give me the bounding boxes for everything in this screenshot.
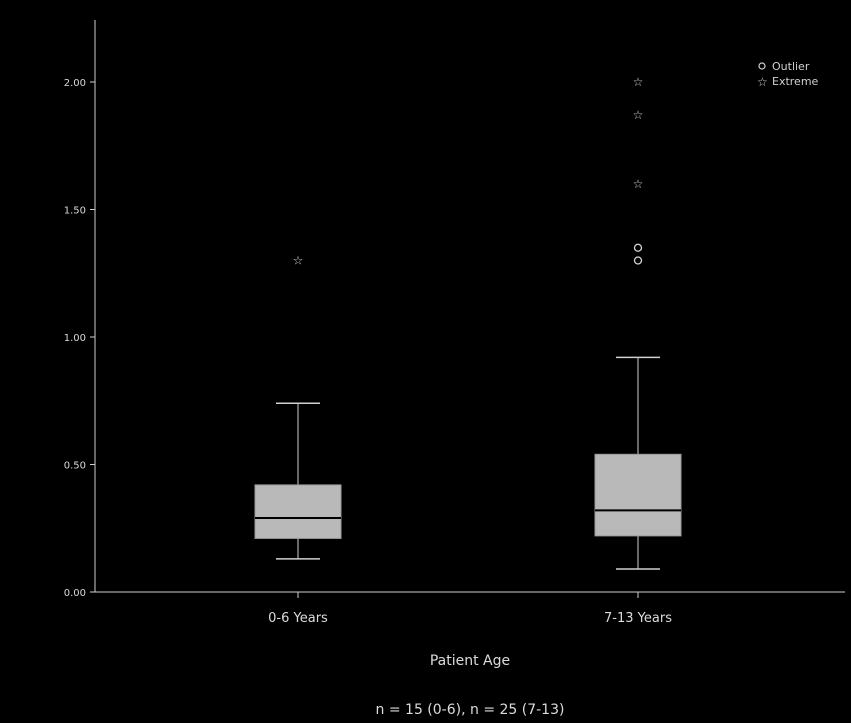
x-tick-label: 0-6 Years <box>268 611 328 626</box>
outlier-point <box>633 256 643 265</box>
y-tick-label: 0.00 <box>64 588 86 599</box>
x-ticks: 0-6 Years 7-13 Years <box>268 592 672 626</box>
x-tick-label: 7-13 Years <box>604 611 672 626</box>
legend-outlier-label: Outlier <box>772 60 810 73</box>
box-group: ☆ <box>254 254 342 560</box>
extreme-point: ☆ <box>293 254 304 268</box>
outlier-point <box>633 243 643 252</box>
legend-extreme-symbol: ☆ <box>757 75 768 89</box>
extreme-point: ☆ <box>633 177 644 191</box>
boxes: ☆ ☆ ☆ ☆ <box>254 75 682 570</box>
extreme-point: ☆ <box>633 75 644 89</box>
y-tick-label: 2.00 <box>64 78 86 89</box>
axes <box>94 20 845 593</box>
legend-extreme-label: Extreme <box>772 75 819 88</box>
y-tick-label: 1.50 <box>64 206 86 217</box>
y-tick-label: 0.50 <box>64 461 86 472</box>
x-axis-title: Patient Age <box>430 653 510 669</box>
iqr-box <box>594 453 682 537</box>
legend: Outlier ☆ Extreme <box>757 60 819 89</box>
sample-size-footnote: n = 15 (0-6), n = 25 (7-13) <box>376 702 565 718</box>
y-ticks: 0.00 0.50 1.00 1.50 2.00 <box>64 78 95 599</box>
iqr-box <box>254 484 342 539</box>
extreme-point: ☆ <box>633 108 644 122</box>
legend-outlier-symbol <box>758 62 766 70</box>
box-group: ☆ ☆ ☆ <box>594 75 682 570</box>
y-tick-label: 1.00 <box>64 333 86 344</box>
